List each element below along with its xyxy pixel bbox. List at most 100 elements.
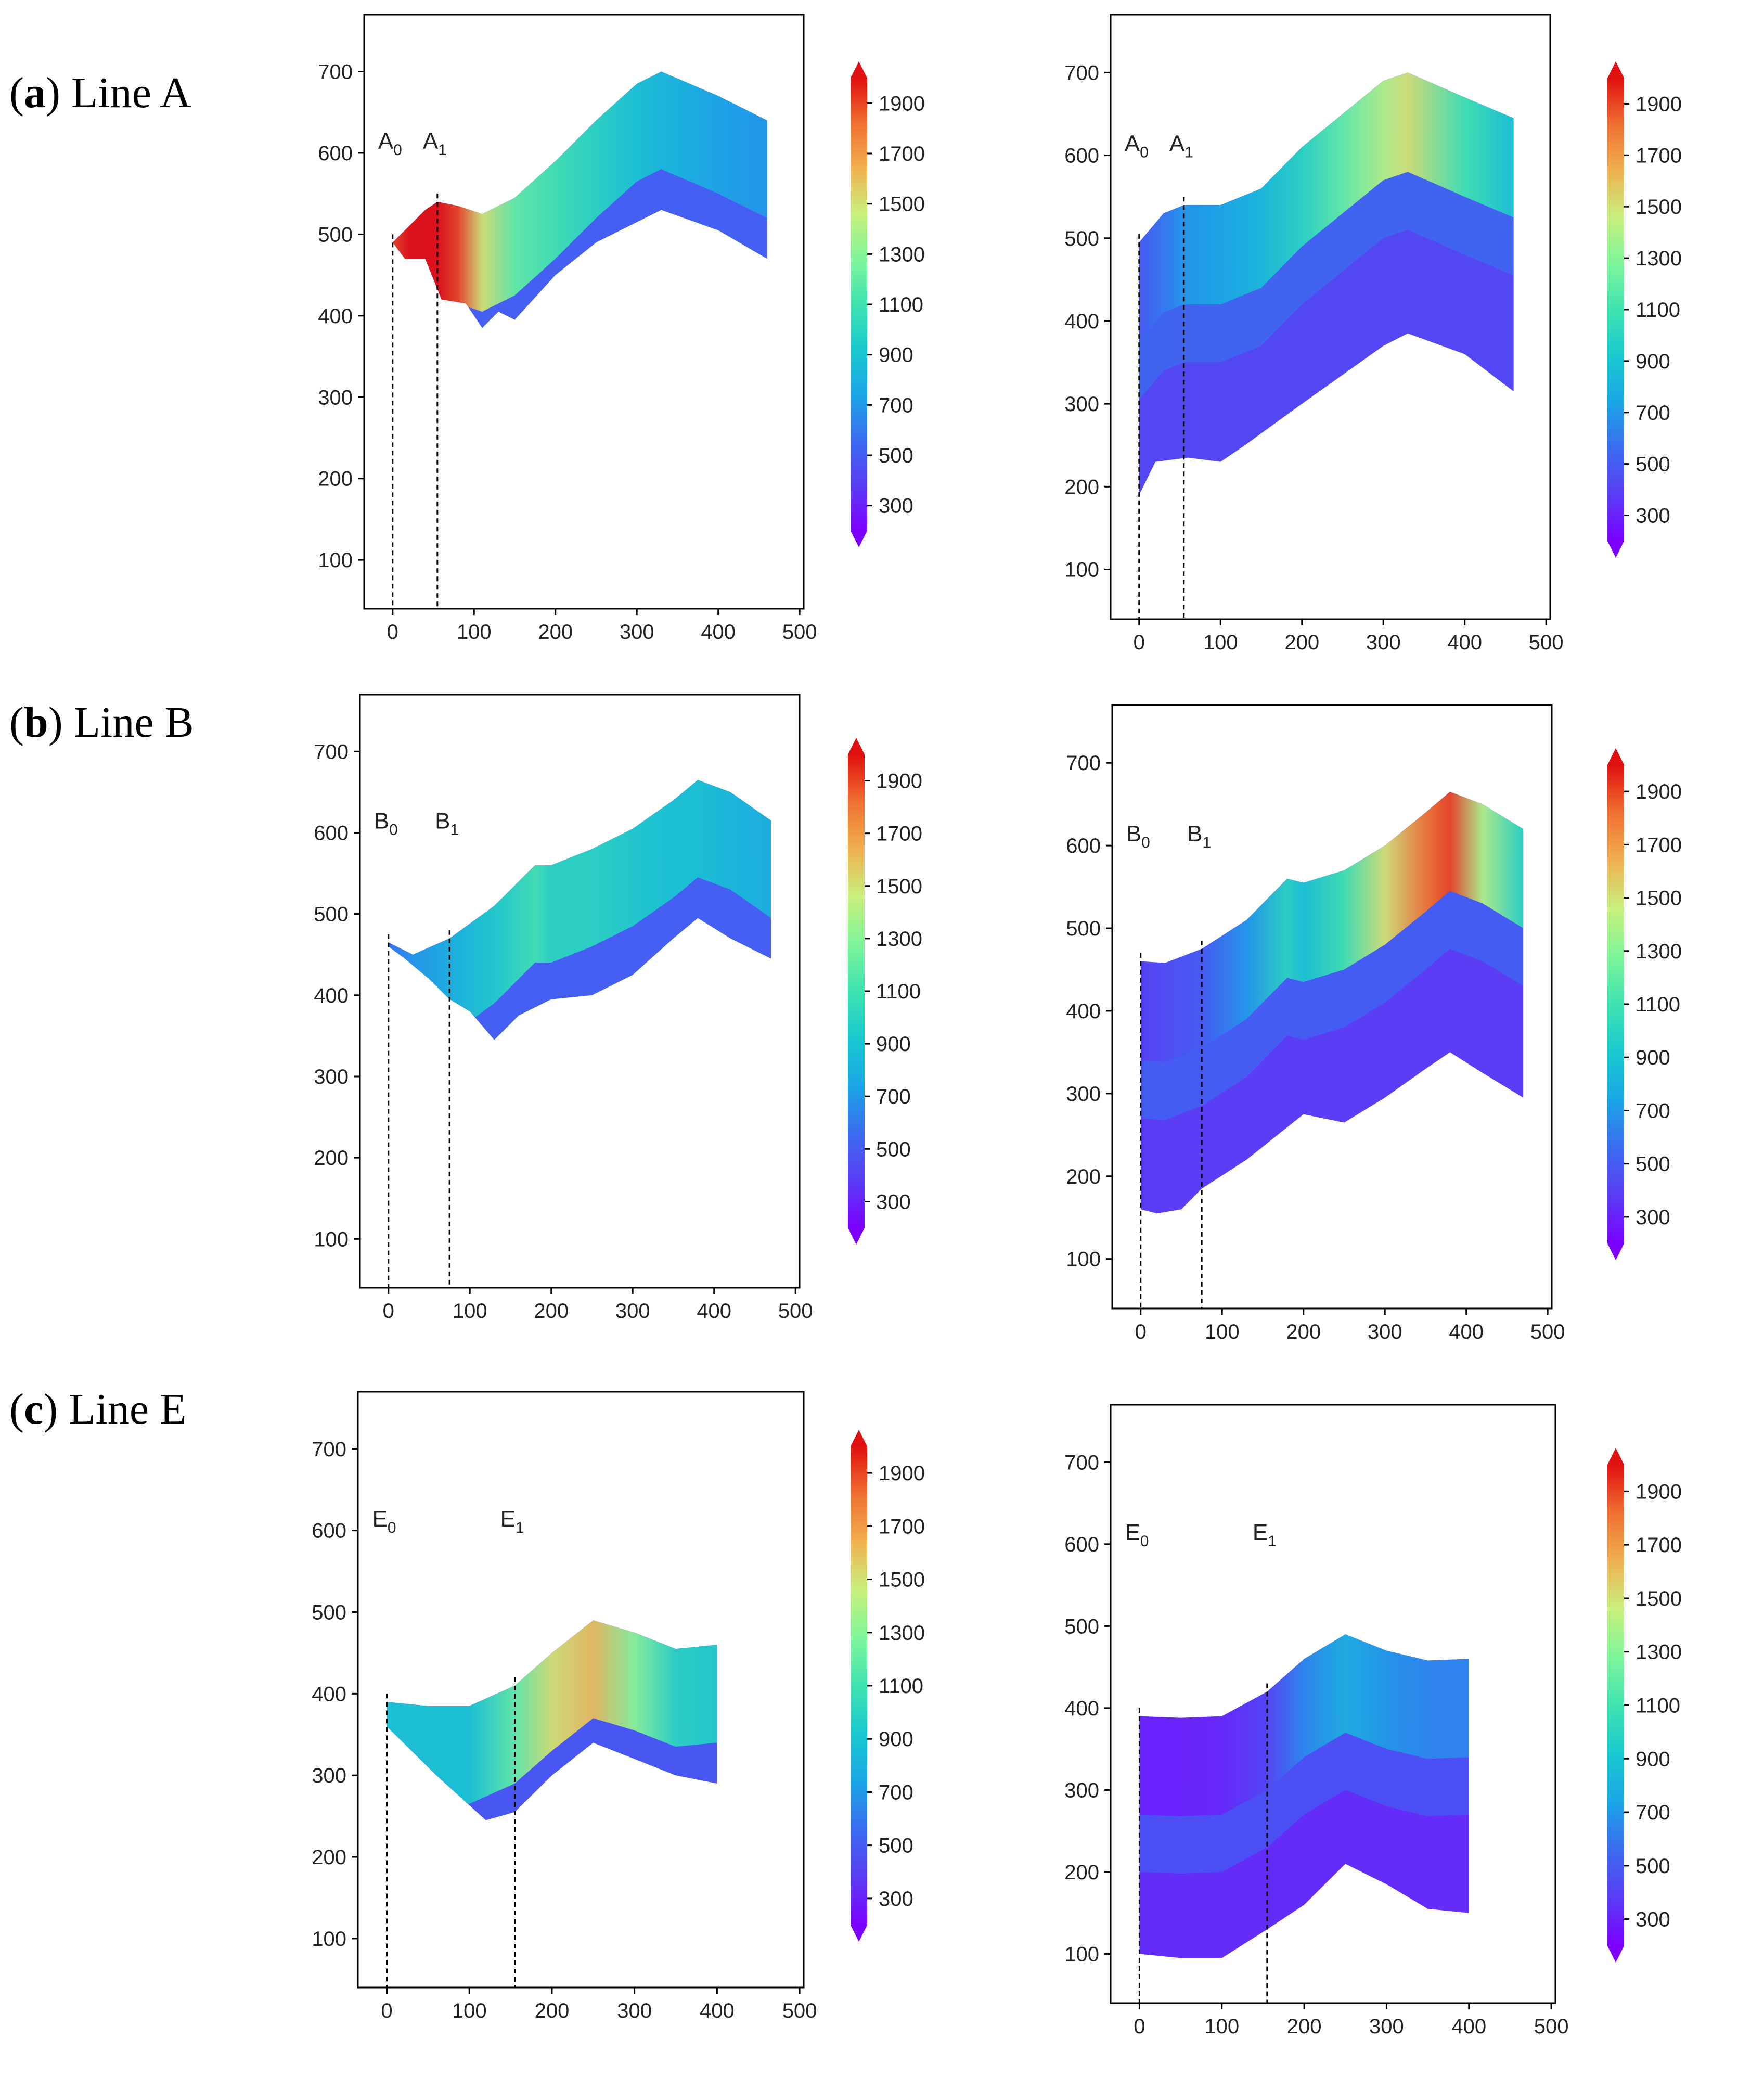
x-tick-label: 400 xyxy=(1451,2015,1486,2038)
y-tick-label: 700 xyxy=(1064,1451,1099,1474)
y-tick-label: 200 xyxy=(1066,1165,1101,1188)
colorbar-tick-label: 1100 xyxy=(1636,993,1680,1016)
colorbar-tick-label: 500 xyxy=(876,1138,911,1161)
colorbar-tick-label: 1900 xyxy=(1636,1480,1682,1503)
x-tick-label: 300 xyxy=(1366,631,1401,654)
section-surface-layer xyxy=(1139,72,1514,400)
x-tick-label: 400 xyxy=(701,621,736,644)
colorbar-extend-top xyxy=(851,61,867,78)
transition-band xyxy=(1139,1733,1469,1874)
colorbar-extend-top xyxy=(851,1430,867,1446)
y-tick-label: 400 xyxy=(1064,310,1099,333)
colorbar-extend-bottom xyxy=(1607,1243,1624,1260)
colorbar-tick-label: 700 xyxy=(879,1781,913,1804)
y-tick-label: 200 xyxy=(314,1147,349,1170)
x-tick-label: 0 xyxy=(1134,2015,1145,2038)
y-tick-label: 200 xyxy=(312,1846,346,1869)
y-tick-label: 300 xyxy=(1064,1779,1099,1802)
section-marker-label: B0 xyxy=(1126,821,1150,851)
section-marker-label: B1 xyxy=(1187,821,1211,851)
colorbar-tick-label: 900 xyxy=(876,1033,911,1056)
y-tick-label: 300 xyxy=(1066,1083,1101,1106)
panel-2: 0 100 200 300 400 500 100 200 300 400 500 600 700 B0 B… xyxy=(314,694,922,1323)
x-tick-label: 200 xyxy=(1284,631,1319,654)
transition-band xyxy=(1139,172,1514,400)
colorbar-tick-label: 900 xyxy=(1636,1748,1670,1771)
colorbar-tick-label: 900 xyxy=(1636,350,1670,373)
plot-frame xyxy=(359,694,801,1289)
section-marker-label: B1 xyxy=(435,809,459,839)
x-tick-label: 300 xyxy=(620,621,654,644)
y-tick-label: 700 xyxy=(1064,61,1099,84)
colorbar-tick-label: 1900 xyxy=(876,770,922,793)
colorbar-tick-label: 1900 xyxy=(1636,780,1682,803)
transition-band xyxy=(388,877,771,1040)
y-tick-label: 300 xyxy=(312,1764,346,1787)
colorbar-tick-label: 1900 xyxy=(879,1462,925,1485)
panel-4: 0 100 200 300 400 500 100 200 300 400 500 600 700 E0 E… xyxy=(312,1391,925,2022)
colorbar-tick-label: 1100 xyxy=(1636,299,1680,322)
section-marker-label: A0 xyxy=(1125,131,1149,161)
colorbar-tick-label: 1500 xyxy=(1636,1587,1682,1610)
colorbar-extend-top xyxy=(1607,748,1624,765)
x-tick-label: 400 xyxy=(1449,1320,1484,1343)
x-tick-label: 500 xyxy=(782,621,817,644)
colorbar-tick-label: 700 xyxy=(879,394,913,417)
colorbar-body xyxy=(1607,1465,1624,1946)
y-tick-label: 400 xyxy=(312,1683,346,1706)
x-tick-label: 200 xyxy=(535,1999,570,2022)
y-tick-label: 500 xyxy=(1064,227,1099,250)
colorbar-tick-label: 1300 xyxy=(1636,940,1682,963)
colorbar-tick-label: 1900 xyxy=(879,92,925,115)
y-tick-label: 600 xyxy=(1064,1533,1099,1556)
x-tick-label: 400 xyxy=(1447,631,1482,654)
y-tick-label: 100 xyxy=(1064,558,1099,581)
colorbar-body xyxy=(851,78,867,531)
section-surface-layer xyxy=(1139,1634,1469,1874)
x-tick-label: 500 xyxy=(1529,631,1564,654)
colorbar-tick-label: 1500 xyxy=(879,193,925,216)
y-tick-label: 600 xyxy=(318,142,353,165)
y-tick-label: 600 xyxy=(1064,145,1099,168)
section-marker-label: E0 xyxy=(1125,1520,1149,1550)
x-tick-label: 500 xyxy=(1534,2015,1569,2038)
y-tick-label: 500 xyxy=(318,223,353,246)
colorbar-body xyxy=(1607,78,1624,541)
y-tick-label: 100 xyxy=(1064,1943,1099,1966)
x-tick-label: 300 xyxy=(1368,1320,1402,1343)
y-tick-label: 100 xyxy=(1066,1248,1101,1271)
colorbar-extend-bottom xyxy=(851,1925,867,1942)
colorbar-tick-label: 700 xyxy=(876,1085,911,1108)
y-tick-label: 200 xyxy=(1064,476,1099,498)
y-tick-label: 500 xyxy=(1064,1615,1099,1638)
colorbar-tick-label: 300 xyxy=(1636,1908,1670,1931)
colorbar-tick-label: 500 xyxy=(1636,453,1670,476)
colorbar-tick-label: 700 xyxy=(1636,1801,1670,1824)
colorbar: 300 500 700 900 1100 1300 1500 1700 1900 xyxy=(1607,748,1682,1260)
surface-band xyxy=(388,780,771,1040)
colorbar-body xyxy=(851,1446,867,1925)
colorbar: 300 500 700 900 1100 1300 1500 1700 1900 xyxy=(851,61,925,547)
colorbar-tick-label: 1700 xyxy=(1636,1534,1682,1557)
colorbar-tick-label: 300 xyxy=(879,1888,913,1911)
colorbar: 300 500 700 900 1100 1300 1500 1700 1900 xyxy=(1607,1448,1682,1963)
y-tick-label: 400 xyxy=(1066,1000,1101,1023)
surface-band xyxy=(392,71,767,328)
plot-frame xyxy=(1110,1404,1556,2004)
colorbar-tick-label: 1300 xyxy=(879,1622,925,1645)
x-tick-label: 0 xyxy=(1135,1320,1147,1343)
colorbar-tick-label: 1300 xyxy=(1636,247,1682,270)
section-surface-layer xyxy=(392,71,767,328)
x-tick-label: 0 xyxy=(1134,631,1145,654)
y-tick-label: 700 xyxy=(314,740,349,763)
colorbar-tick-label: 700 xyxy=(1636,402,1670,425)
y-tick-label: 400 xyxy=(1064,1697,1099,1720)
colorbar-tick-label: 300 xyxy=(1636,1206,1670,1229)
colorbar: 300 500 700 900 1100 1300 1500 1700 1900 xyxy=(851,1430,925,1942)
colorbar-tick-label: 1700 xyxy=(1636,834,1682,856)
colorbar-extend-bottom xyxy=(851,531,867,547)
plot-frame xyxy=(357,1391,805,1989)
colorbar-tick-label: 1100 xyxy=(879,293,923,316)
y-tick-label: 300 xyxy=(318,386,353,409)
y-tick-label: 700 xyxy=(318,61,353,84)
